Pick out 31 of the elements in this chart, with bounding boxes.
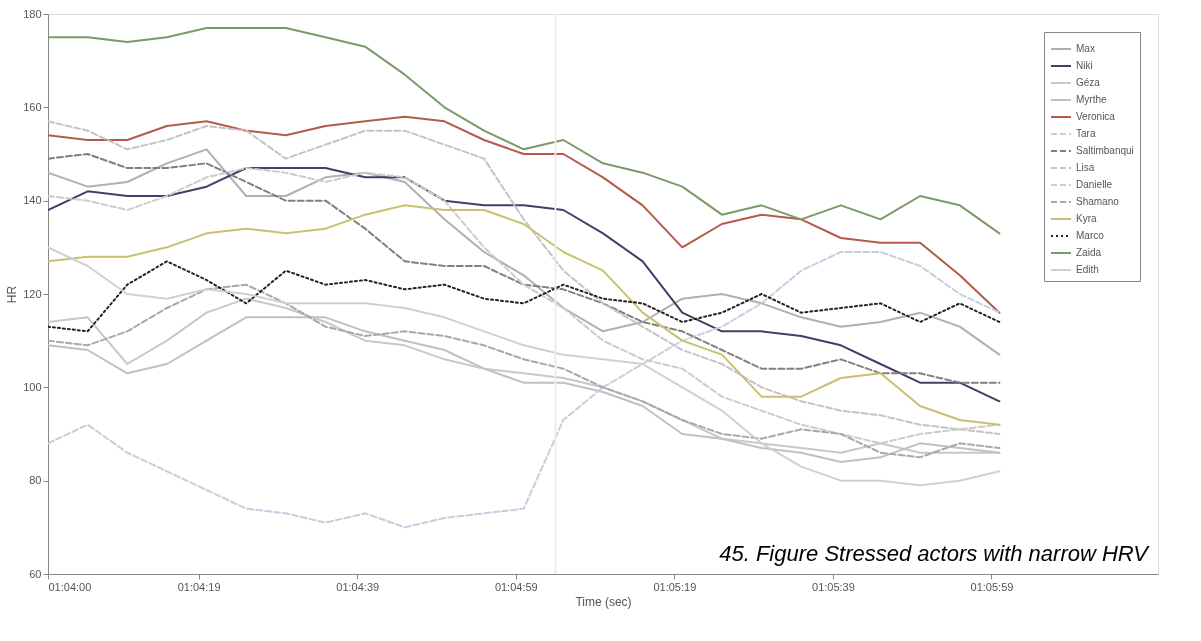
y-tick-label: 160 — [23, 100, 42, 113]
y-tick-label: 60 — [29, 567, 42, 580]
legend-label: Marco — [1076, 230, 1105, 241]
x-tick-label: 01:05:39 — [812, 580, 855, 593]
legend-label: Tara — [1076, 128, 1096, 139]
legend-label: Shamano — [1076, 196, 1120, 207]
legend-label: Myrthe — [1076, 94, 1107, 105]
legend-label: Lisa — [1076, 162, 1095, 173]
x-tick-label: 01:05:19 — [653, 580, 697, 593]
y-axis-title: HR — [5, 285, 20, 304]
y-tick-label: 140 — [23, 194, 42, 207]
y-tick-label: 80 — [29, 474, 42, 487]
legend-label: Géza — [1076, 77, 1101, 88]
legend-label: Zaida — [1076, 247, 1102, 258]
y-tick-label: 120 — [23, 287, 42, 300]
legend-label: Edith — [1076, 264, 1099, 275]
x-tick-label: 01:04:19 — [177, 580, 221, 593]
y-tick-label: 100 — [23, 380, 42, 393]
legend-label: Danielle — [1076, 179, 1113, 190]
legend-label: Kyra — [1076, 213, 1097, 224]
x-tick-label: 01:04:00 — [48, 580, 92, 593]
annotation: 45. Figure Stressed actors with narrow HRV — [719, 541, 1151, 566]
x-tick-label: 01:04:39 — [336, 580, 380, 593]
legend-label: Niki — [1076, 60, 1093, 71]
x-tick-label: 01:04:59 — [494, 580, 538, 593]
x-tick-label: 01:05:59 — [970, 580, 1014, 593]
y-tick-label: 180 — [23, 7, 42, 20]
legend-label: Veronica — [1076, 111, 1116, 122]
x-axis-title: Time (sec) — [575, 594, 632, 609]
legend-label: Saltimbanqui — [1076, 145, 1134, 156]
legend-label: Max — [1076, 43, 1095, 54]
